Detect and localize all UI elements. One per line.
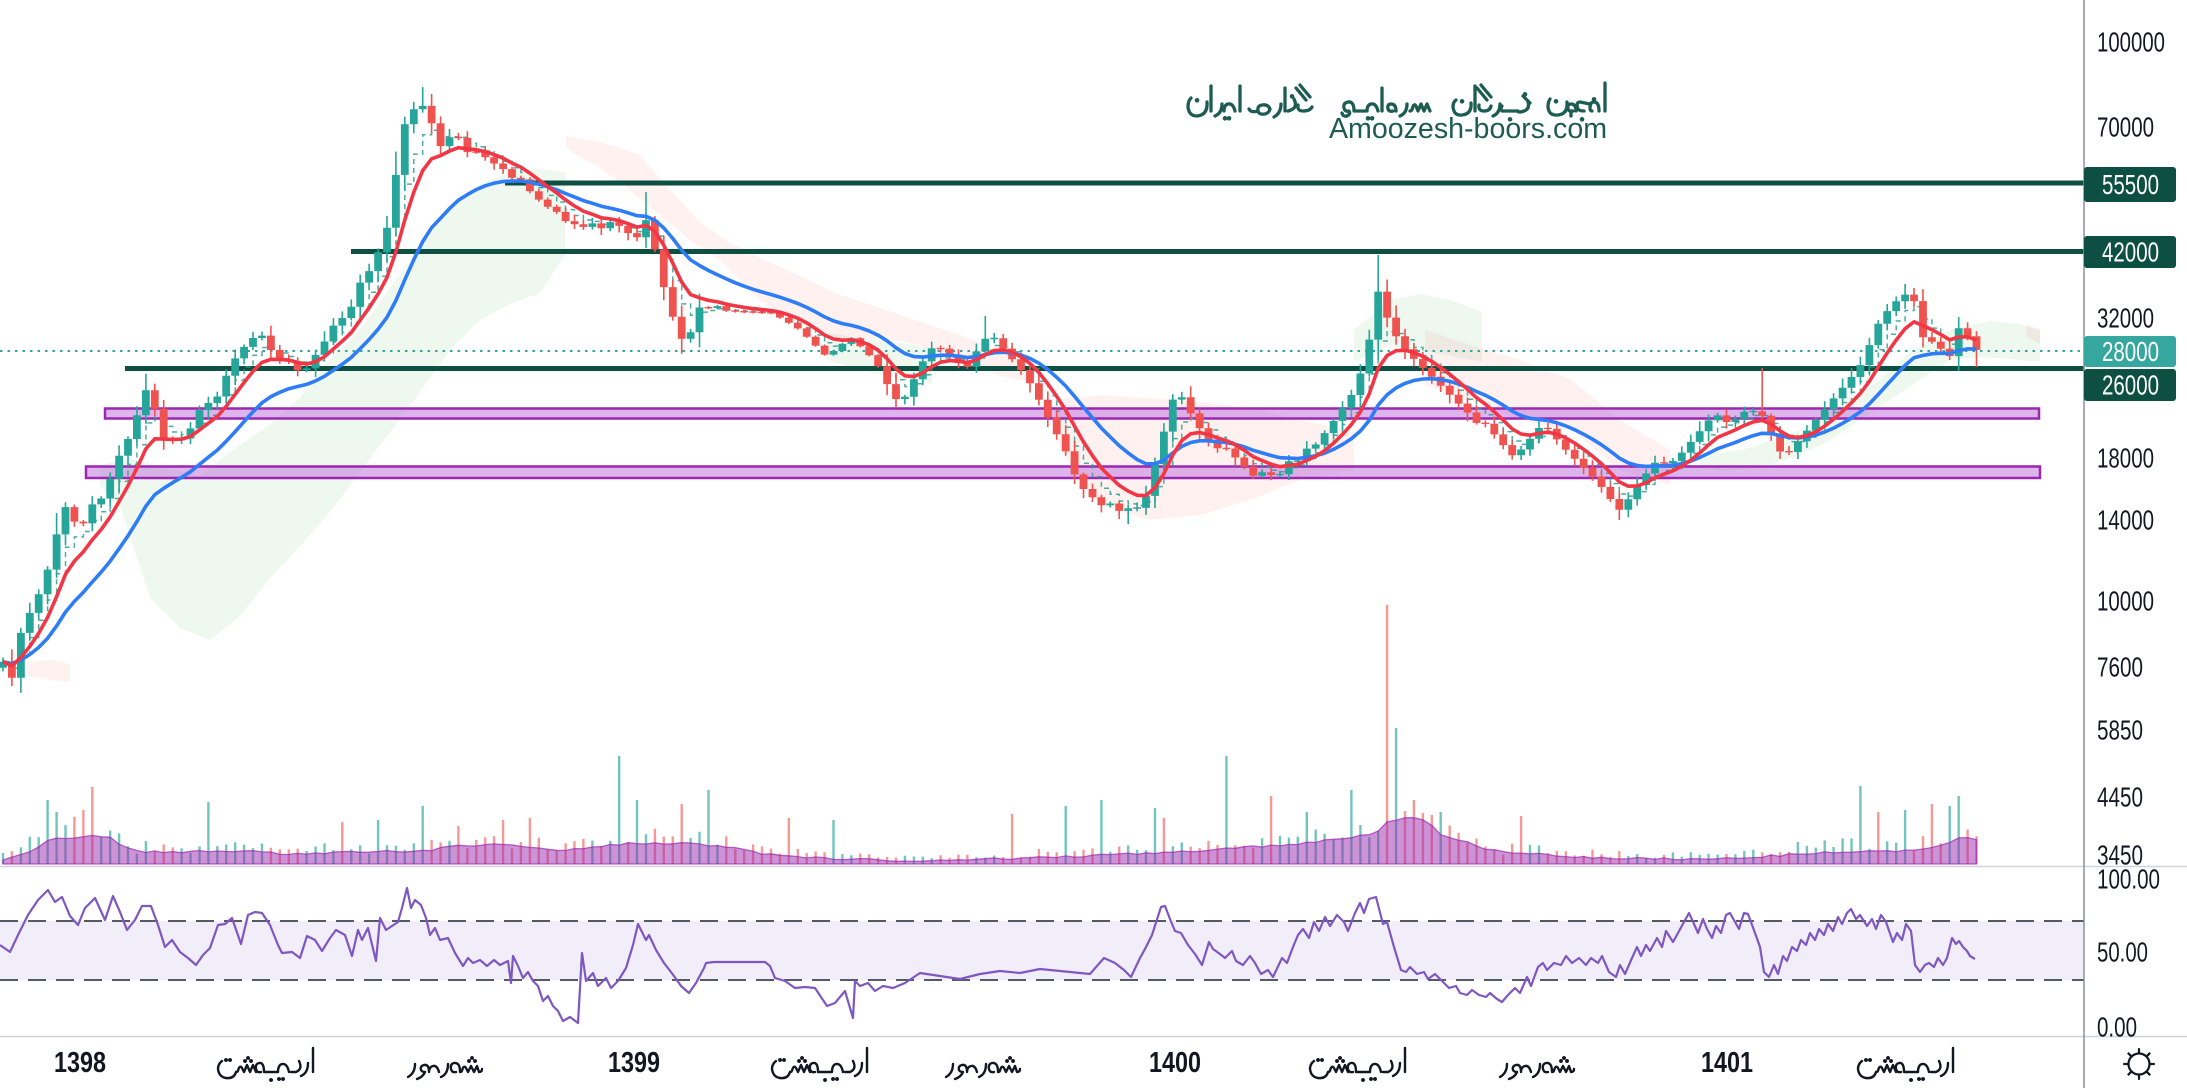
svg-text:1398: 1398 <box>54 1047 106 1079</box>
svg-text:14000: 14000 <box>2097 505 2154 536</box>
svg-text:28000: 28000 <box>2102 336 2159 367</box>
svg-text:1400: 1400 <box>1149 1047 1201 1079</box>
svg-text:18000: 18000 <box>2097 443 2154 474</box>
svg-text:1401: 1401 <box>1701 1047 1753 1079</box>
svg-text:Amoozesh-boors.com: Amoozesh-boors.com <box>1329 113 1607 145</box>
svg-text:50.00: 50.00 <box>2097 937 2148 968</box>
svg-text:3450: 3450 <box>2097 840 2143 871</box>
svg-text:70000: 70000 <box>2097 112 2154 143</box>
svg-text:55500: 55500 <box>2102 169 2159 200</box>
svg-text:5850: 5850 <box>2097 715 2143 746</box>
svg-text:4450: 4450 <box>2097 782 2143 813</box>
svg-text:0.00: 0.00 <box>2097 1012 2137 1043</box>
svg-text:100.00: 100.00 <box>2097 864 2160 895</box>
svg-text:1399: 1399 <box>608 1047 660 1079</box>
svg-text:100000: 100000 <box>2097 27 2165 58</box>
svg-text:10000: 10000 <box>2097 586 2154 617</box>
svg-text:26000: 26000 <box>2102 370 2159 401</box>
svg-text:32000: 32000 <box>2097 303 2154 334</box>
svg-text:7600: 7600 <box>2097 652 2143 683</box>
svg-text:42000: 42000 <box>2102 237 2159 268</box>
